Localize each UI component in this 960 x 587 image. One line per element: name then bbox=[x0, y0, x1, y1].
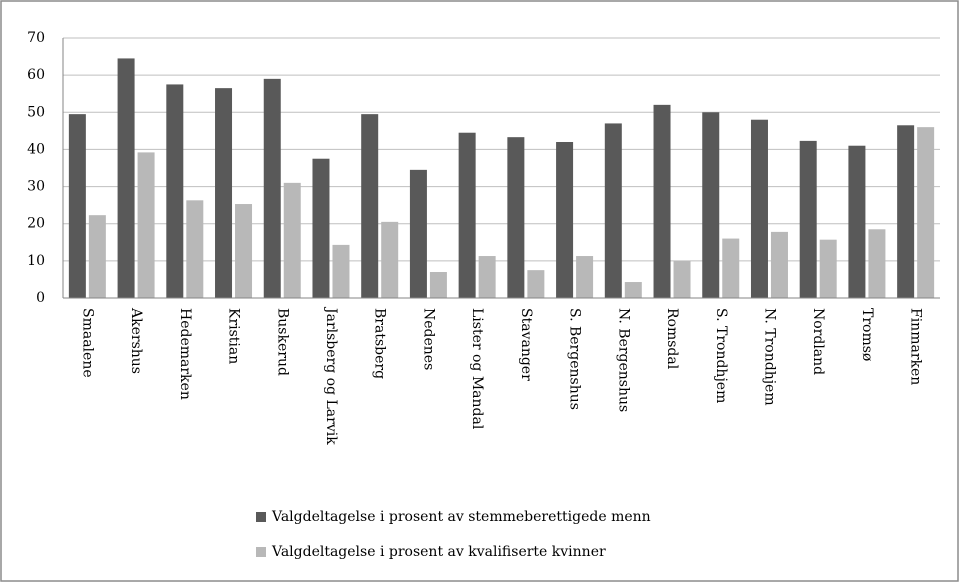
x-tick-label: Stavanger bbox=[518, 308, 534, 381]
legend-label: Valgdeltagelse i prosent av kvalifiserte… bbox=[271, 544, 606, 560]
x-tick-label: Smaalene bbox=[79, 308, 95, 378]
bar bbox=[673, 260, 691, 298]
x-tick-label: Buskerud bbox=[274, 308, 290, 376]
bar bbox=[186, 200, 204, 298]
legend-swatch bbox=[256, 547, 266, 557]
x-tick-label: Tromsø bbox=[859, 308, 875, 361]
x-tick-label: Finmarken bbox=[908, 308, 924, 385]
x-tick-label: S. Bergenshus bbox=[567, 308, 583, 410]
bar bbox=[799, 140, 817, 298]
x-tick-label: S. Trondhjem bbox=[713, 308, 729, 403]
bar bbox=[917, 127, 935, 299]
y-tick-label: 10 bbox=[27, 253, 45, 269]
bar bbox=[312, 158, 330, 298]
y-tick-label: 0 bbox=[36, 290, 45, 306]
bar bbox=[429, 272, 447, 298]
y-tick-label: 70 bbox=[27, 30, 45, 46]
bar bbox=[478, 256, 496, 298]
bar bbox=[868, 229, 886, 298]
y-tick-label: 30 bbox=[27, 179, 45, 195]
bar bbox=[722, 238, 740, 298]
x-tick-label: Akershus bbox=[128, 307, 144, 374]
bar bbox=[556, 142, 574, 298]
bar bbox=[819, 239, 837, 298]
bar bbox=[897, 125, 915, 299]
bar bbox=[624, 282, 642, 298]
x-tick-label: Bratsberg bbox=[372, 308, 388, 379]
bar bbox=[88, 215, 106, 298]
bar bbox=[750, 119, 768, 298]
legend-swatch bbox=[256, 512, 266, 522]
bar bbox=[263, 78, 281, 298]
bar bbox=[604, 123, 622, 298]
x-tick-label: N. Trondhjem bbox=[761, 308, 777, 406]
bar bbox=[215, 88, 233, 299]
x-tick-label: N. Bergenshus bbox=[615, 308, 631, 412]
bar bbox=[576, 256, 594, 298]
bar bbox=[361, 114, 379, 299]
bar bbox=[332, 244, 350, 298]
x-tick-label: Jarlsberg og Larvik bbox=[323, 306, 339, 445]
bar bbox=[68, 114, 86, 299]
bar bbox=[702, 112, 720, 299]
legend-label: Valgdeltagelse i prosent av stemmeberett… bbox=[271, 509, 651, 525]
bar bbox=[507, 137, 525, 298]
bar bbox=[527, 270, 545, 298]
bar bbox=[848, 145, 866, 298]
y-tick-label: 40 bbox=[27, 141, 45, 157]
bar bbox=[653, 104, 671, 298]
bar bbox=[117, 58, 135, 298]
bar bbox=[283, 182, 301, 298]
bar bbox=[770, 231, 788, 298]
bar bbox=[166, 84, 184, 298]
y-tick-label: 20 bbox=[27, 216, 45, 232]
bar bbox=[409, 169, 427, 298]
x-tick-label: Nordland bbox=[810, 308, 826, 375]
bar bbox=[458, 132, 476, 298]
x-tick-label: Hedemarken bbox=[177, 308, 193, 400]
x-tick-label: Lister og Mandal bbox=[469, 308, 485, 430]
y-tick-label: 60 bbox=[27, 67, 45, 83]
bar bbox=[381, 221, 399, 298]
bar bbox=[235, 204, 253, 298]
x-tick-label: Kristian bbox=[226, 308, 242, 364]
y-tick-label: 50 bbox=[27, 104, 45, 120]
x-tick-label: Romsdal bbox=[664, 308, 680, 370]
x-tick-label: Nedenes bbox=[420, 308, 436, 370]
bar bbox=[137, 152, 155, 298]
